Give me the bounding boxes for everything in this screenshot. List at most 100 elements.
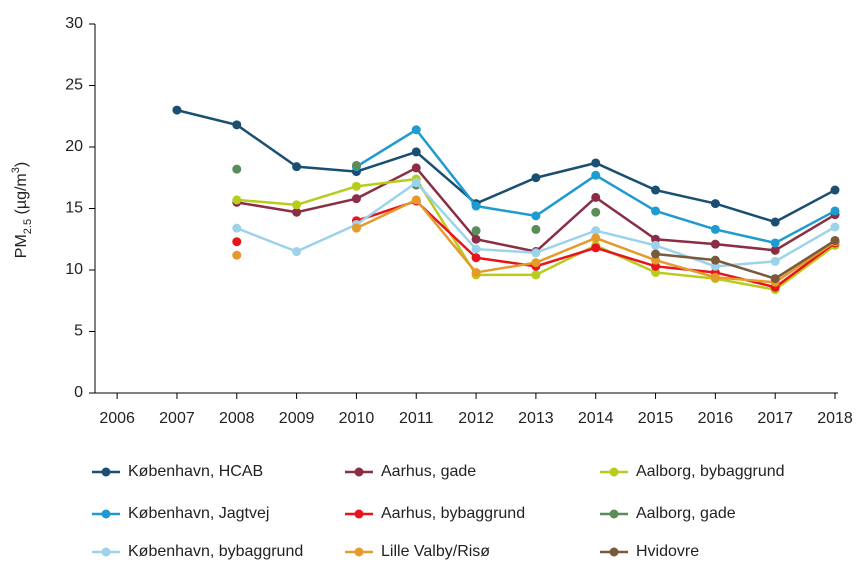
legend-label: Aarhus, bybaggrund [381,505,525,522]
x-tick-label: 2006 [99,410,135,427]
point [830,235,840,245]
point [830,206,840,216]
point [411,163,421,173]
point [710,239,720,249]
series-line [176,108,836,224]
point [531,270,541,280]
legend-label: Aalborg, bybaggrund [636,463,785,480]
legend-label: Lille Valby/Risø [381,543,490,560]
x-tick-label: 2014 [578,410,614,427]
point [232,237,242,247]
point [351,181,361,191]
point [292,200,302,210]
x-tick-label: 2008 [219,410,255,427]
legend-label: Hvidovre [636,543,699,560]
point [292,162,302,172]
point [591,207,601,217]
point [591,233,601,243]
point [651,261,661,271]
legend-marker [609,509,619,519]
point [710,199,720,209]
x-tick-label: 2016 [698,410,734,427]
x-tick-label: 2017 [757,410,793,427]
y-tick-label: 30 [65,15,83,32]
y-label-part: (µg/m [13,173,30,219]
point [531,224,541,234]
point [710,261,720,271]
x-tick-label: 2009 [279,410,315,427]
point [651,234,661,244]
legend-label: København, HCAB [128,463,263,480]
point [830,185,840,195]
point [351,223,361,233]
point [411,195,421,205]
x-tick-label: 2013 [518,410,554,427]
y-tick-label: 20 [65,138,83,155]
point [471,226,481,236]
point [471,201,481,211]
point [411,125,421,135]
point [232,250,242,260]
point [411,178,421,188]
point [351,160,361,170]
point [591,158,601,168]
x-tick-label: 2011 [399,410,434,427]
point [232,164,242,174]
x-tick-label: 2018 [817,410,853,427]
x-tick-label: 2012 [458,410,494,427]
legend-marker [101,509,111,519]
legend-marker [101,467,111,477]
legend-marker [354,547,364,557]
point [651,255,661,265]
point [770,256,780,266]
legend-label: København, bybaggrund [128,543,303,560]
y-label-part: PM [13,234,30,258]
legend-marker [609,467,619,477]
point [292,247,302,257]
point [172,105,182,115]
point [770,245,780,255]
point [651,185,661,195]
legend-label: Aarhus, gade [381,463,476,480]
legend-marker [609,547,619,557]
y-axis-label: PM2.5 (µg/m3) [10,162,34,258]
y-tick-label: 5 [74,323,83,340]
point [651,206,661,216]
x-tick-label: 2015 [638,410,674,427]
point [232,195,242,205]
point [651,249,661,259]
point [770,217,780,227]
point [531,173,541,183]
x-tick-label: 2007 [159,410,195,427]
legend-label: København, Jagtvej [128,505,269,522]
point [531,211,541,221]
point [591,243,601,253]
point [471,253,481,263]
x-tick-label: 2010 [339,410,375,427]
y-tick-label: 10 [65,261,83,278]
point [531,248,541,258]
point [710,272,720,282]
y-tick-label: 15 [65,200,83,217]
point [471,267,481,277]
point [710,224,720,234]
point [411,147,421,157]
legend-marker [101,547,111,557]
point [471,244,481,254]
point [351,194,361,204]
point [651,267,661,277]
point [651,240,661,250]
point [591,170,601,180]
point [710,255,720,265]
point [232,223,242,233]
legend-marker [354,509,364,519]
point [770,238,780,248]
y-label-part: ) [13,162,30,167]
point [591,192,601,202]
y-tick-label: 0 [74,384,83,401]
y-label-part: 2.5 [22,219,34,234]
point [591,226,601,236]
point [770,274,780,284]
point [292,207,302,217]
